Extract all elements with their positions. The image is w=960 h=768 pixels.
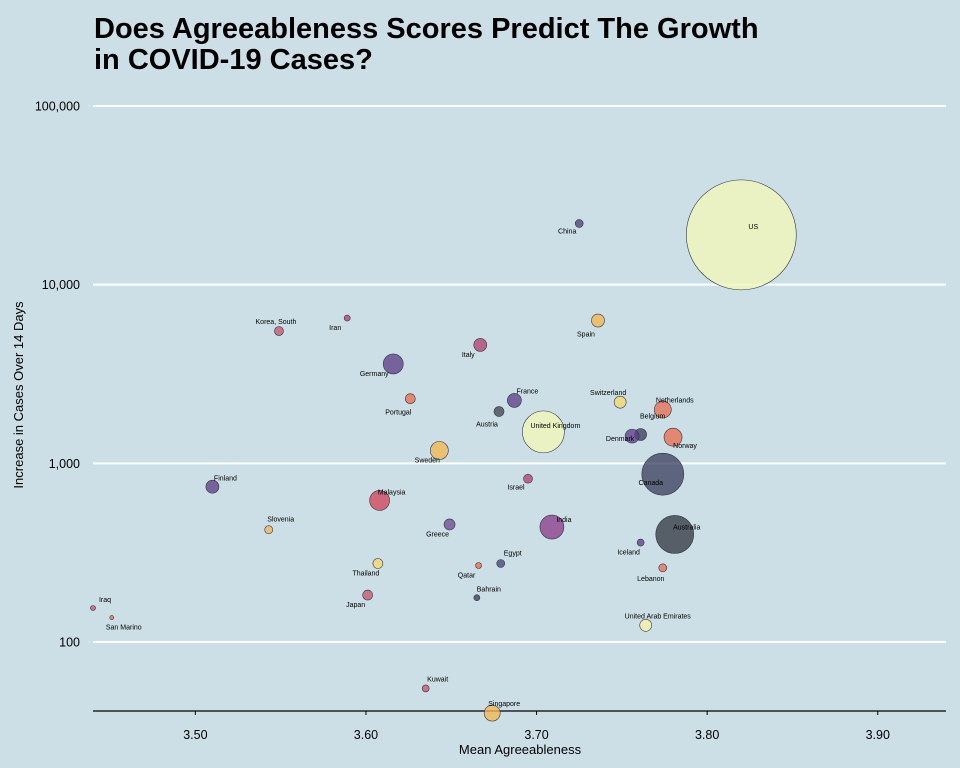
point-label-norway: Norway	[673, 443, 697, 450]
point-label-portugal: Portugal	[385, 410, 412, 417]
point-switzerland	[614, 396, 626, 408]
point-united-arab-emirates	[640, 619, 652, 631]
point-label-japan: Japan	[346, 602, 365, 609]
point-label-india: India	[556, 517, 571, 524]
point-label-united-arab-emirates: United Arab Emirates	[625, 613, 692, 620]
x-tick-label: 3.90	[866, 728, 890, 742]
point-label-united-kingdom: United Kingdom	[530, 423, 580, 430]
point-bahrain	[474, 595, 480, 601]
point-iran	[344, 315, 350, 321]
point-label-slovenia: Slovenia	[267, 517, 294, 524]
point-canada	[642, 453, 684, 495]
point-slovenia	[265, 526, 273, 534]
x-axis-label: Mean Agreeableness	[459, 742, 582, 757]
point-label-france: France	[516, 388, 538, 395]
point-austria	[494, 407, 504, 417]
y-tick-label: 10,000	[42, 278, 80, 292]
y-tick-label: 1,000	[49, 457, 80, 471]
point-san-marino	[110, 616, 114, 620]
point-label-kuwait: Kuwait	[427, 676, 448, 683]
y-tick-label: 100	[59, 636, 80, 650]
point-label-spain: Spain	[577, 332, 595, 339]
point-label-iran: Iran	[329, 325, 341, 332]
grid-layer	[93, 106, 946, 642]
point-iraq	[91, 605, 96, 610]
y-tick-layer: 100 1,000 10,000 100,000	[35, 100, 80, 650]
point-kuwait	[422, 685, 429, 692]
point-label-china: China	[558, 228, 576, 235]
y-tick-label: 100,000	[35, 100, 80, 114]
point-label-singapore: Singapore	[488, 701, 520, 708]
point-israel	[524, 474, 533, 483]
point-label-netherlands: Netherlands	[656, 398, 694, 405]
point-spain	[591, 314, 604, 327]
y-axis-label: Increase in Cases Over 14 Days	[11, 301, 26, 489]
point-egypt	[497, 560, 505, 568]
point-us	[686, 180, 796, 290]
point-label-italy: Italy	[462, 352, 475, 359]
point-label-finland: Finland	[214, 476, 237, 483]
point-label-malaysia: Malaysia	[378, 489, 406, 496]
point-label-egypt: Egypt	[504, 551, 522, 558]
point-greece	[444, 519, 455, 530]
point-label-australia: Australia	[673, 524, 700, 531]
point-france	[507, 393, 521, 407]
point-iceland	[637, 539, 644, 546]
point-label-iraq: Iraq	[99, 597, 111, 604]
point-italy	[474, 338, 487, 351]
point-korea-south	[274, 327, 283, 336]
point-label-greece: Greece	[426, 531, 449, 538]
point-label-israel: Israel	[507, 485, 525, 492]
point-lebanon	[659, 564, 667, 572]
point-label-denmark: Denmark	[606, 436, 635, 443]
x-tick-label: 3.70	[524, 728, 548, 742]
point-australia	[656, 515, 694, 553]
point-label-bahrain: Bahrain	[477, 587, 501, 594]
point-label-switzerland: Switzerland	[590, 390, 626, 397]
point-united-kingdom	[522, 411, 564, 453]
point-label-belgium: Belgium	[640, 414, 665, 421]
point-portugal	[405, 394, 415, 404]
point-label-lebanon: Lebanon	[637, 576, 664, 583]
point-china	[575, 219, 583, 227]
x-tick-layer: 3.50 3.60 3.70 3.80 3.90	[183, 711, 890, 742]
point-label-canada: Canada	[639, 480, 664, 487]
point-label-san-marino: San Marino	[106, 625, 142, 632]
point-label-us: US	[748, 224, 758, 231]
point-label-korea-south: Korea, South	[256, 319, 297, 326]
x-tick-label: 3.80	[695, 728, 719, 742]
x-tick-label: 3.50	[183, 728, 207, 742]
point-label-iceland: Iceland	[617, 550, 640, 557]
x-tick-label: 3.60	[354, 728, 378, 742]
point-label-germany: Germany	[360, 371, 389, 378]
point-label-qatar: Qatar	[458, 573, 476, 580]
point-japan	[363, 590, 373, 600]
point-layer	[91, 180, 797, 721]
point-qatar	[476, 563, 482, 569]
point-thailand	[373, 559, 383, 569]
point-label-thailand: Thailand	[352, 571, 379, 578]
point-label-sweden: Sweden	[415, 457, 440, 464]
point-label-austria: Austria	[476, 422, 498, 429]
